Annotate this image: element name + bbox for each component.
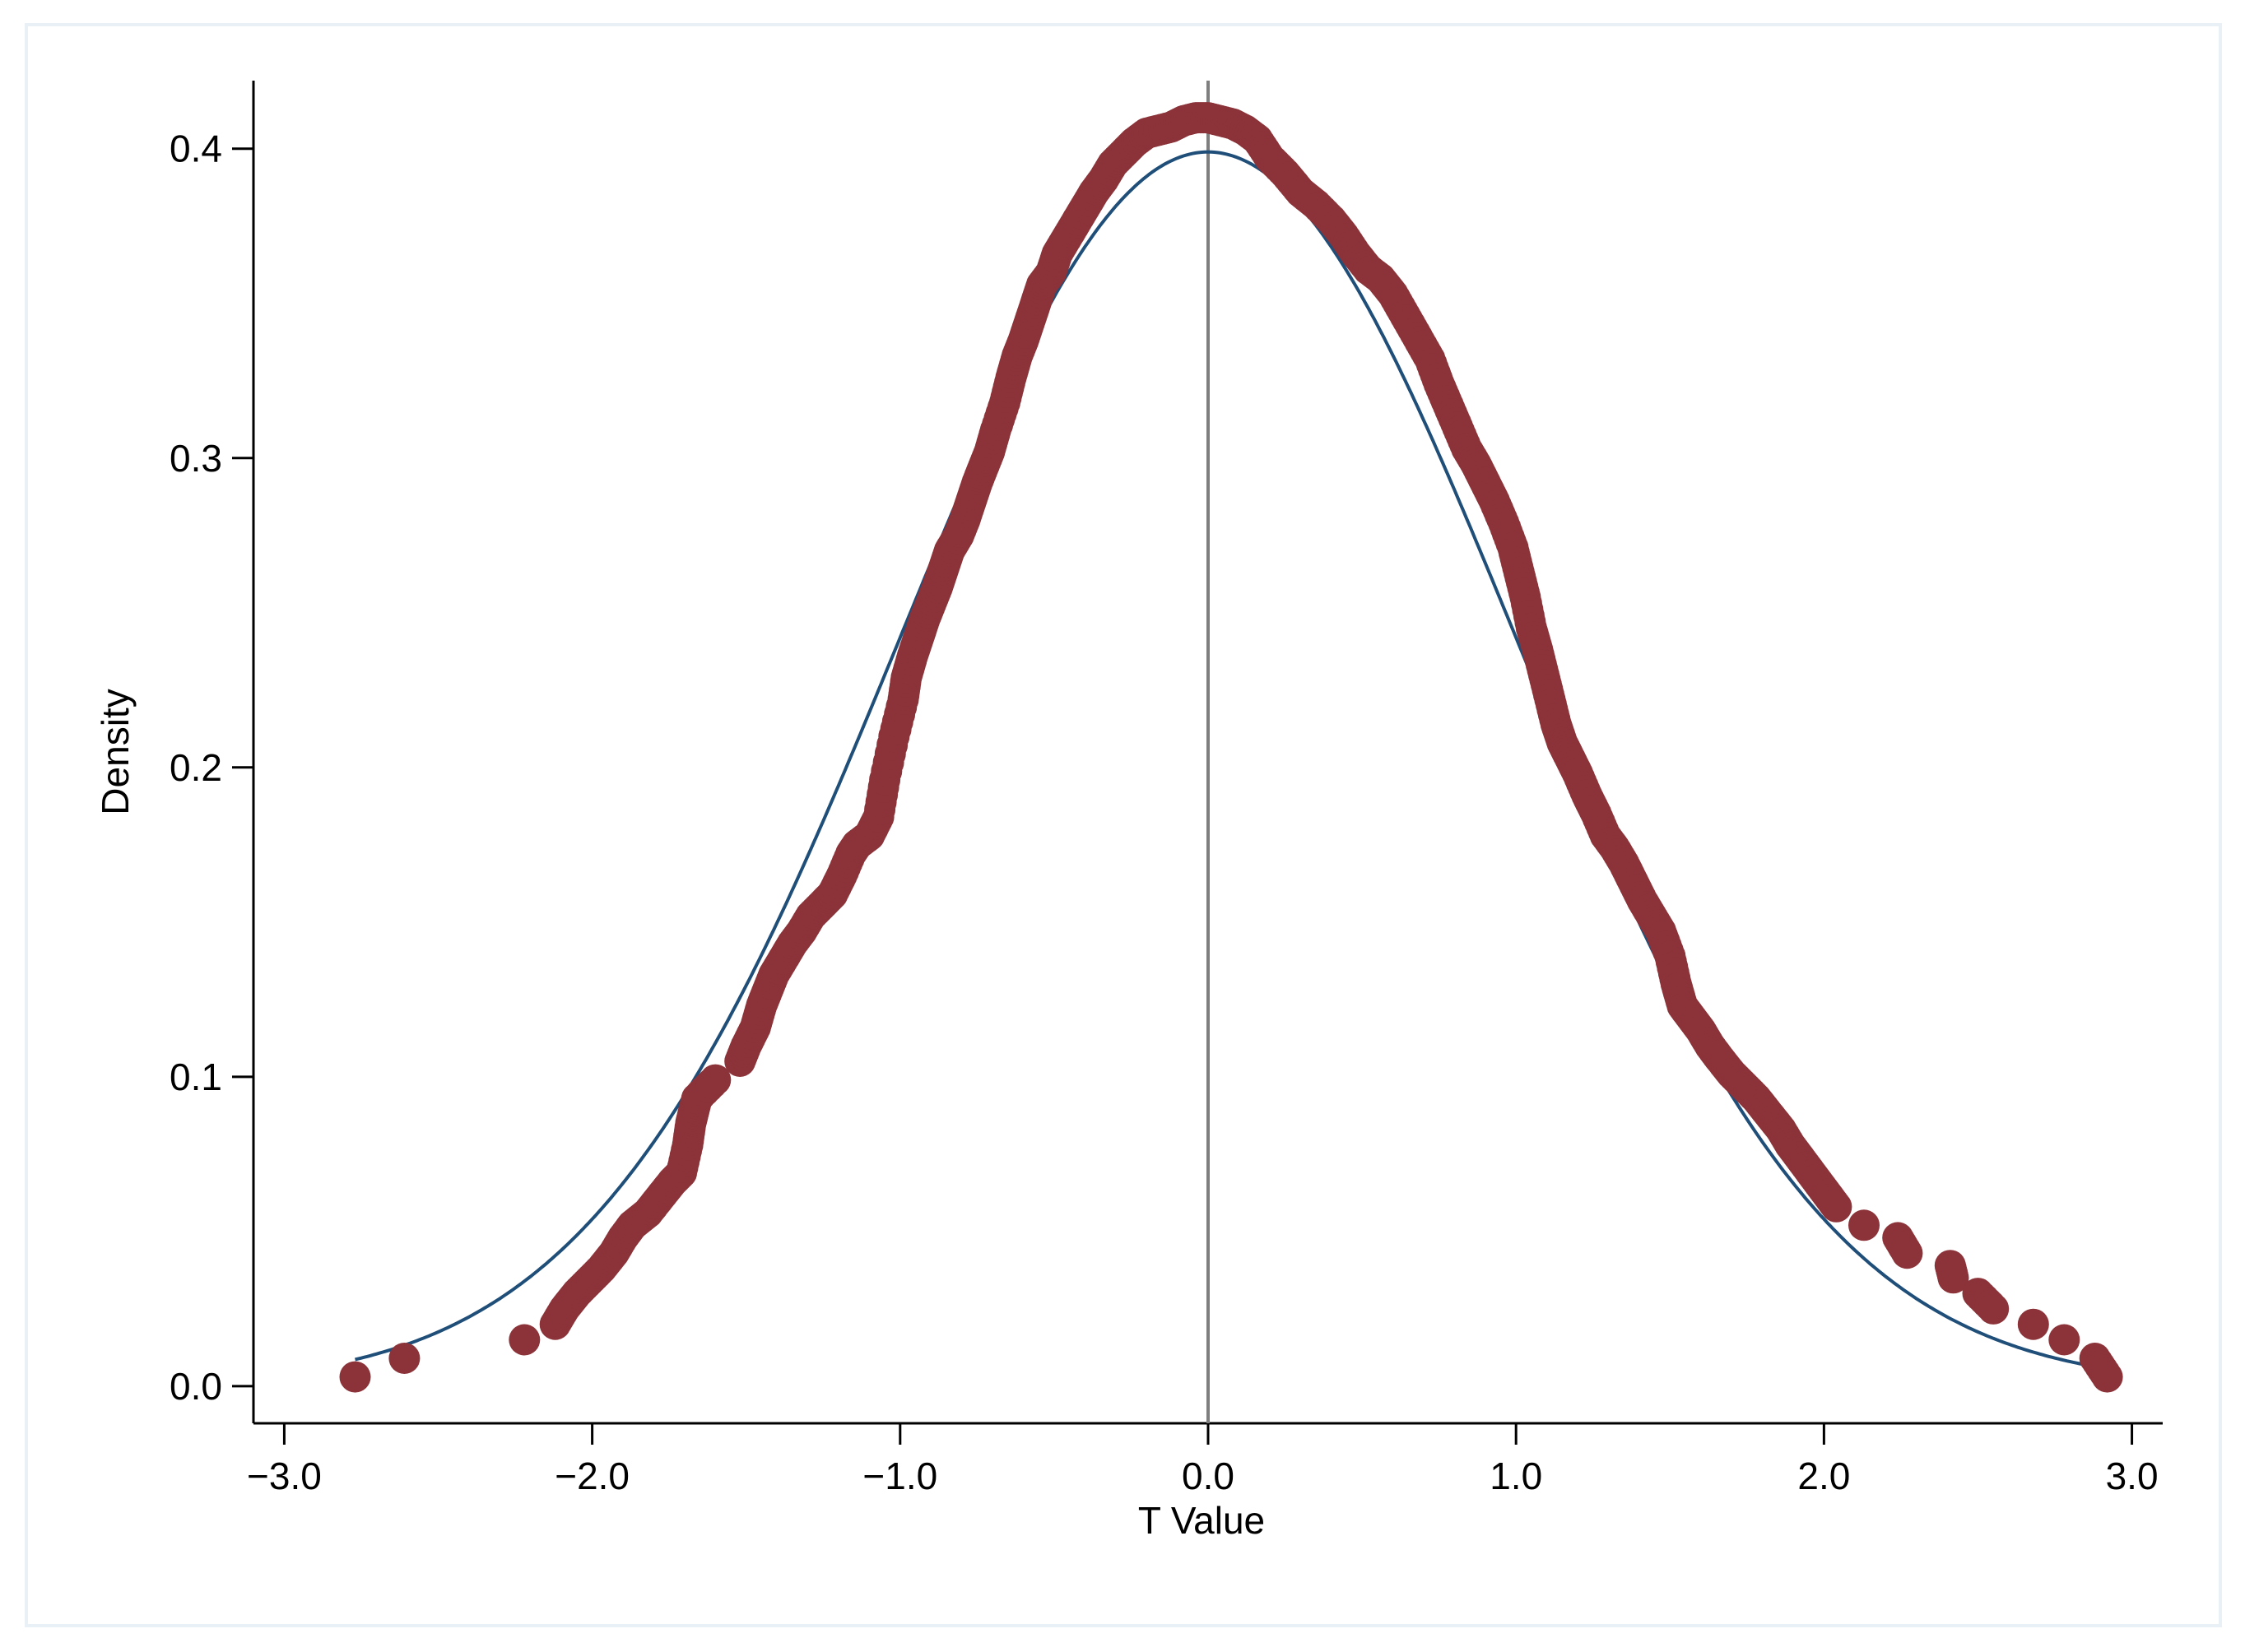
data-point (1891, 1237, 1923, 1269)
data-point (1978, 1292, 2010, 1325)
x-axis-title: T Value (1138, 1499, 1265, 1542)
density-points (339, 102, 2123, 1393)
y-axis-ticks: 0.0 0.1 0.2 0.3 0.4 (170, 128, 253, 1408)
data-point (1820, 1190, 1852, 1223)
data-point (700, 1064, 732, 1096)
data-point (1937, 1262, 1969, 1294)
x-tick-label: 0.0 (1182, 1455, 1234, 1497)
data-point (388, 1343, 421, 1374)
y-axis-title: Density (94, 689, 137, 814)
y-tick-label: 0.0 (170, 1365, 222, 1408)
data-point (2091, 1361, 2123, 1393)
x-tick-label: −1.0 (862, 1455, 937, 1497)
x-tick-label: 3.0 (2106, 1455, 2159, 1497)
y-axis: 0.0 0.1 0.2 0.3 0.4 Density (94, 81, 255, 1423)
data-point (2017, 1308, 2049, 1340)
y-tick-label: 0.4 (170, 128, 222, 170)
y-tick-label: 0.3 (170, 437, 222, 480)
x-axis: −3.0 −2.0 −1.0 0.0 1.0 2.0 3.0 T Value (247, 1422, 2163, 1542)
x-tick-label: −2.0 (555, 1455, 630, 1497)
data-point (1848, 1209, 1880, 1241)
data-point (339, 1361, 371, 1393)
normal-density-curve (355, 150, 2108, 1371)
x-tick-label: 2.0 (1797, 1455, 1850, 1497)
x-tick-label: −3.0 (247, 1455, 322, 1497)
x-axis-ticks: −3.0 −2.0 −1.0 0.0 1.0 2.0 3.0 (247, 1423, 2159, 1497)
data-point (2048, 1324, 2080, 1356)
x-tick-label: 1.0 (1490, 1455, 1542, 1497)
y-tick-label: 0.2 (170, 746, 222, 789)
data-point (509, 1324, 541, 1356)
y-tick-label: 0.1 (170, 1056, 222, 1098)
